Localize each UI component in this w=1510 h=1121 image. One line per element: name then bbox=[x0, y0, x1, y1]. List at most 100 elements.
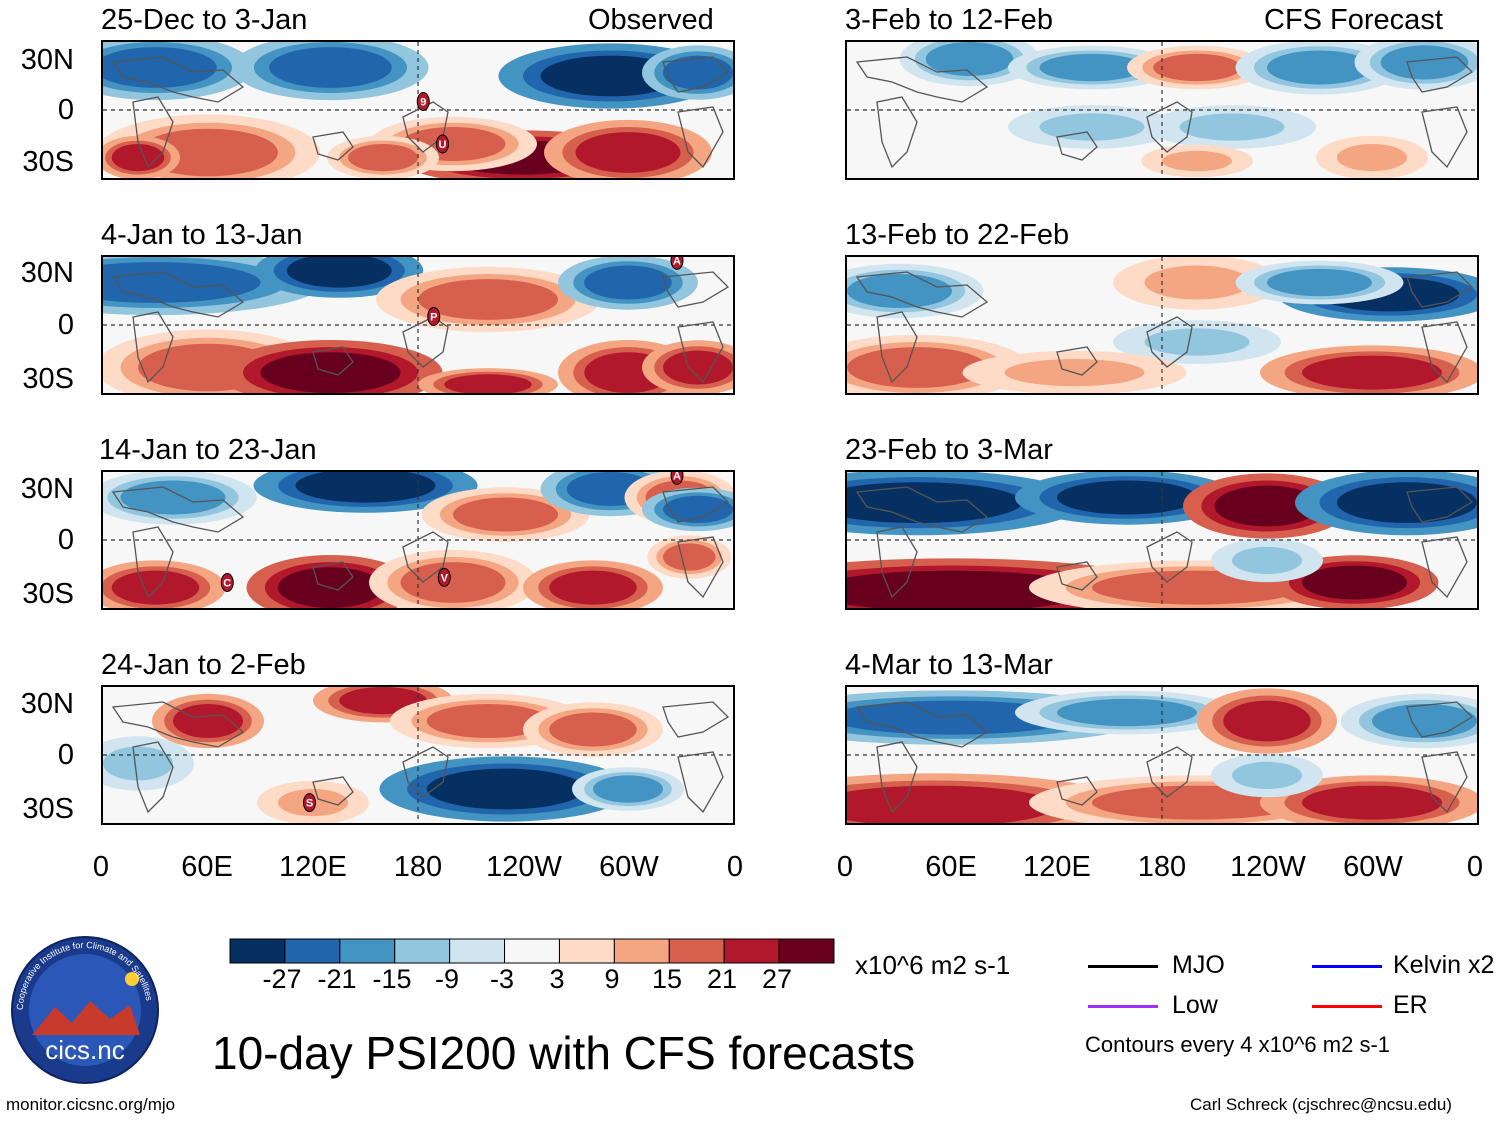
coastline bbox=[312, 776, 354, 806]
field-contour bbox=[1057, 698, 1197, 727]
coastline bbox=[111, 271, 245, 318]
lat-label: 30S bbox=[22, 363, 74, 395]
field-contour bbox=[1144, 328, 1250, 356]
panel-title: 14-Jan to 23-Jan bbox=[99, 434, 317, 466]
lat-label: 30N bbox=[20, 473, 74, 505]
lon-label: 120E bbox=[1023, 851, 1091, 883]
lat-label: 0 bbox=[57, 309, 74, 341]
lat-label: 0 bbox=[57, 524, 74, 556]
coastline bbox=[876, 526, 918, 599]
main-title: 10-day PSI200 with CFS forecasts bbox=[212, 1027, 916, 1079]
storm-marker-label: U bbox=[439, 139, 447, 151]
coastline bbox=[662, 486, 730, 523]
panel-title: 25-Dec to 3-Jan bbox=[101, 4, 308, 36]
colorbar-tick: 27 bbox=[761, 964, 793, 994]
lat-label: 0 bbox=[57, 739, 74, 771]
colorbar-tick: 21 bbox=[706, 964, 738, 994]
field-contour bbox=[1144, 265, 1250, 300]
lon-label: 0 bbox=[1466, 851, 1484, 883]
coastline bbox=[876, 741, 918, 814]
colorbar-swatch bbox=[229, 938, 286, 964]
storm-marker: U bbox=[436, 134, 449, 154]
map-panel-3: A C V bbox=[101, 470, 735, 610]
coastline bbox=[111, 701, 245, 748]
field-contour bbox=[1039, 113, 1145, 141]
coastline bbox=[1421, 106, 1468, 169]
coastline bbox=[312, 131, 354, 161]
storm-marker-label: A bbox=[673, 472, 681, 482]
coastline bbox=[677, 106, 724, 169]
field-contour bbox=[103, 47, 217, 88]
field-contour bbox=[663, 495, 733, 523]
map-panel-5 bbox=[845, 40, 1479, 180]
lon-label: 120E bbox=[279, 851, 347, 883]
colorbar bbox=[229, 938, 835, 964]
colorbar-tick: 3 bbox=[549, 964, 565, 994]
coastline bbox=[677, 321, 724, 384]
storm-marker: A bbox=[670, 257, 684, 270]
colorbar-swatch bbox=[778, 938, 835, 964]
coastline bbox=[662, 271, 730, 308]
coastline bbox=[855, 271, 989, 318]
map-panel-4: S bbox=[101, 685, 735, 825]
field-contour bbox=[1302, 565, 1407, 600]
field-contour bbox=[925, 42, 1014, 76]
legend-line-low bbox=[1088, 1005, 1158, 1008]
lon-label: 0 bbox=[836, 851, 854, 883]
footer-url: monitor.cicsnc.org/mjo bbox=[6, 1095, 176, 1114]
storm-marker: P bbox=[427, 307, 441, 326]
coastline bbox=[1146, 316, 1193, 368]
panel-title: 4-Mar to 13-Mar bbox=[845, 649, 1053, 681]
colorbar-swatch bbox=[339, 938, 396, 964]
colorbar-tick: 15 bbox=[651, 964, 683, 994]
legend-label-mjo: MJO bbox=[1172, 951, 1225, 979]
colorbar-tick: -21 bbox=[317, 964, 357, 994]
field-contour bbox=[1232, 546, 1302, 574]
field-contour bbox=[1223, 700, 1311, 742]
map-panel-6 bbox=[845, 255, 1479, 395]
colorbar-units: x10^6 m2 s-1 bbox=[855, 950, 1011, 980]
field-contour bbox=[348, 144, 418, 172]
coastline bbox=[1056, 561, 1098, 591]
storm-marker-label: A bbox=[673, 257, 681, 267]
coastline bbox=[1146, 531, 1193, 583]
colorbar-swatch bbox=[284, 938, 341, 964]
field-contour bbox=[847, 785, 1057, 823]
field-contour bbox=[549, 712, 637, 747]
storm-marker-label: C bbox=[223, 578, 231, 590]
field-contour bbox=[584, 265, 672, 300]
field-contour bbox=[444, 374, 532, 393]
coastline bbox=[876, 96, 918, 169]
coastline bbox=[1146, 101, 1193, 153]
lat-label: 30N bbox=[20, 688, 74, 720]
field-contour bbox=[1179, 113, 1285, 141]
coastline bbox=[312, 346, 354, 376]
field-contour bbox=[1302, 355, 1442, 390]
coastline bbox=[677, 536, 724, 599]
field-contour bbox=[453, 497, 558, 532]
lon-label: 0 bbox=[92, 851, 110, 883]
storm-marker: S bbox=[303, 793, 316, 813]
coastline bbox=[1406, 486, 1474, 523]
coastline bbox=[677, 751, 724, 814]
field-contour bbox=[663, 350, 733, 385]
field-contour bbox=[1302, 785, 1442, 820]
lat-label: 0 bbox=[57, 94, 74, 126]
coastline bbox=[1421, 536, 1468, 599]
panel-title: 23-Feb to 3-Mar bbox=[845, 434, 1053, 466]
map-panel-7 bbox=[845, 470, 1479, 610]
lon-label: 60W bbox=[1343, 851, 1403, 883]
colorbar-tick: 9 bbox=[604, 964, 620, 994]
colorbar-swatch bbox=[558, 938, 615, 964]
field-contour bbox=[1232, 761, 1302, 789]
legend-line-mjo bbox=[1088, 965, 1158, 968]
panel-tag-forecast: CFS Forecast bbox=[1264, 4, 1443, 36]
lat-label: 30N bbox=[20, 257, 74, 289]
colorbar-swatch bbox=[449, 938, 506, 964]
lon-label: 0 bbox=[726, 851, 744, 883]
lon-label: 180 bbox=[393, 851, 443, 883]
coastline bbox=[855, 56, 989, 103]
field-contour bbox=[847, 274, 952, 308]
field-contour bbox=[575, 132, 681, 173]
colorbar-tick: -3 bbox=[489, 964, 514, 994]
